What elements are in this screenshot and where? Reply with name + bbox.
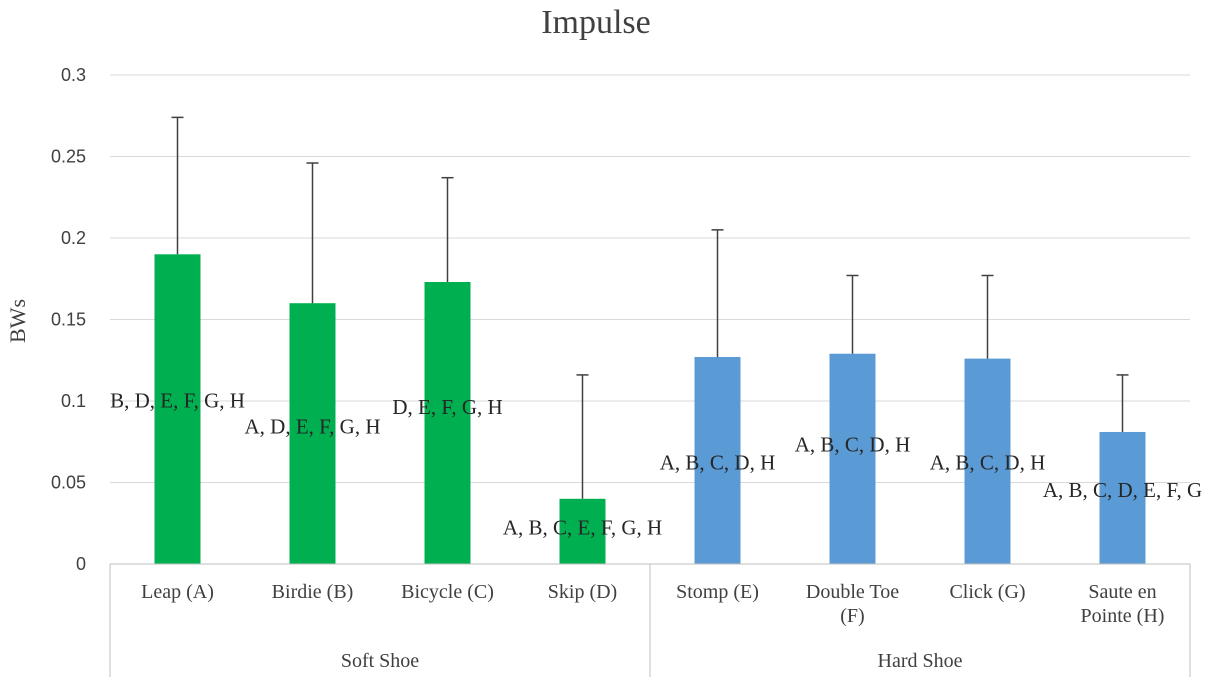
error-bars (171, 116, 1129, 499)
x-tick-label-line: Birdie (B) (272, 581, 354, 603)
bar (559, 498, 606, 564)
y-tick-label: 0.15 (51, 310, 86, 330)
bar (964, 358, 1011, 564)
x-tick-label-line: Skip (D) (548, 581, 617, 603)
x-tick-label: Birdie (B) (272, 581, 354, 603)
significance-label: A, D, E, F, G, H (245, 415, 381, 439)
y-tick-label: 0.1 (61, 391, 86, 411)
y-tick-label: 0.2 (61, 228, 86, 248)
x-tick-label-line: Click (G) (949, 581, 1025, 603)
x-tick-label-line: Double Toe (806, 581, 899, 603)
y-tick-label: 0.05 (51, 473, 86, 493)
chart-title: Impulse (541, 4, 651, 41)
significance-label: A, B, C, D, H (660, 450, 776, 474)
bars (154, 254, 1146, 565)
x-tick-label-line: (F) (840, 605, 864, 627)
significance-label: B, D, E, F, G, H (110, 389, 245, 413)
x-tick-label: Double Toe (F) (806, 581, 899, 627)
x-tick-label-line: Leap (A) (141, 581, 214, 603)
y-tick-label: 0.25 (51, 147, 86, 167)
gridlines: 0 0.05 0.1 0.15 0.2 0.25 0.3 (51, 65, 1190, 574)
x-tick-label: Bicycle (C) (401, 581, 494, 603)
significance-labels: B, D, E, F, G, HA, D, E, F, G, H D, E, F,… (110, 389, 1202, 540)
bar (289, 303, 336, 564)
significance-label: A, B, C, D, H (930, 450, 1046, 474)
significance-label: A, B, C, D, H (795, 433, 911, 457)
significance-label: A, B, C, D, E, F, G (1043, 478, 1202, 502)
x-tick-label: Saute en Pointe (H) (1081, 581, 1165, 627)
group-label: Hard Shoe (878, 650, 963, 672)
x-tick-label-line: Bicycle (C) (401, 581, 494, 603)
y-axis-label: BWs (5, 299, 30, 343)
x-tick-label-line: Pointe (H) (1081, 605, 1165, 627)
bar (424, 282, 471, 564)
x-tick-label-line: Stomp (E) (676, 581, 759, 603)
x-axis: Leap (A) Birdie (B) Bicycle (C) Skip (D) Sto… (109, 563, 1191, 677)
significance-label: D, E, F, G, H (392, 395, 502, 419)
bar (1099, 431, 1146, 564)
y-tick-label: 0.3 (61, 65, 86, 85)
bar (694, 356, 741, 564)
x-tick-label: Leap (A) (141, 581, 214, 603)
y-tick-label: 0 (76, 554, 86, 574)
x-tick-label: Stomp (E) (676, 581, 759, 603)
group-label: Soft Shoe (341, 650, 419, 672)
x-tick-label-line: Saute en (1088, 581, 1156, 603)
significance-label: A, B, C, E, F, G, H (503, 516, 662, 540)
x-tick-label: Skip (D) (548, 581, 617, 603)
bar (829, 353, 876, 564)
bar (154, 254, 201, 565)
x-tick-label: Click (G) (949, 581, 1025, 603)
